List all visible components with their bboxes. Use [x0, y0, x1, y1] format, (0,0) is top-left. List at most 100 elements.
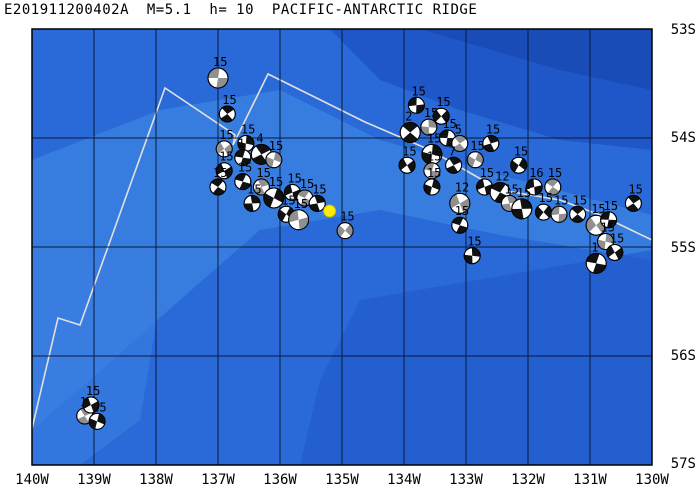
focal-mechanism-beachball: 15: [234, 161, 252, 191]
beachball-rim: [263, 187, 285, 209]
beachball-rim: [423, 178, 441, 196]
beachball-label: 15: [340, 210, 354, 224]
focal-mechanism-beachball: 15: [308, 182, 327, 212]
focal-mechanism-beachball: 15: [407, 84, 426, 114]
focal-mechanism-beachball: 1: [585, 240, 607, 274]
lat-label-54s: 54S: [670, 130, 696, 146]
beachball-label: 1: [591, 240, 598, 254]
beachball-label: 15: [504, 182, 518, 196]
focal-mechanism-beachball: 15: [277, 193, 296, 223]
beachball-compressional-quadrant: [216, 78, 228, 89]
beachball-label: 15: [294, 197, 308, 211]
beachball-rim: [606, 243, 624, 261]
beachball-compressional-quadrant: [534, 185, 543, 196]
beachball-compressional-quadrant: [518, 158, 527, 171]
beachball-compressional-quadrant: [278, 209, 287, 222]
beachball-label: 15: [287, 172, 301, 186]
beachball-compressional-quadrant: [429, 170, 440, 179]
beachball-rim: [407, 96, 425, 114]
beachball-compressional-quadrant: [208, 68, 220, 79]
beachball-label: 15: [219, 128, 233, 142]
beachball-rim: [209, 178, 227, 196]
beachball-compressional-quadrant: [558, 213, 567, 223]
beachball-label: 15: [256, 166, 270, 180]
focal-mechanism-beachball: 15: [585, 202, 607, 236]
beachball-compressional-quadrant: [345, 224, 354, 237]
beachball-compressional-quadrant: [407, 160, 416, 173]
beachball-label: 15: [247, 182, 261, 196]
beachball-label: 15: [486, 122, 500, 136]
beachball-label: 1: [238, 137, 245, 151]
beachball-label: 15: [470, 139, 484, 153]
lon-label-136w: 136W: [263, 472, 297, 488]
beachball-compressional-quadrant: [244, 203, 254, 212]
beachball-rim: [336, 222, 354, 240]
beachball-label: 15: [222, 93, 236, 107]
event-depth: h= 10: [209, 2, 255, 18]
beachball-label: 15: [601, 221, 615, 235]
beachball-rim: [399, 122, 421, 144]
beachball-compressional-quadrant: [628, 195, 641, 204]
focal-mechanism-beachball: 15: [215, 150, 234, 180]
beachball-label: 15: [604, 199, 618, 213]
beachball-rim: [215, 162, 233, 180]
beachball-compressional-quadrant: [520, 198, 532, 209]
event-id: E201911200402A: [4, 2, 130, 18]
beachball-compressional-quadrant: [543, 205, 552, 218]
beachball-label: 5: [455, 122, 462, 136]
beachball-compressional-quadrant: [252, 154, 268, 165]
beachball-compressional-quadrant: [446, 165, 459, 174]
beachball-compressional-quadrant: [571, 214, 584, 223]
focal-mechanism-beachball: 15: [423, 166, 441, 196]
beachball-rim: [451, 134, 469, 152]
beachball-compressional-quadrant: [449, 157, 461, 166]
beachball-compressional-quadrant: [221, 106, 234, 115]
beachball-rim: [420, 118, 438, 136]
beachball-compressional-quadrant: [454, 135, 467, 144]
beachball-compressional-quadrant: [605, 233, 614, 244]
focal-mechanism-beachball: 15: [600, 199, 618, 229]
beachball-compressional-quadrant: [255, 144, 271, 155]
beachball-rim: [544, 178, 562, 196]
beachball-compressional-quadrant: [250, 195, 261, 204]
lat-label-53s: 53S: [670, 22, 696, 38]
beachball-compressional-quadrant: [431, 144, 442, 157]
focal-mechanism-beachball: 15: [511, 186, 533, 220]
beachball-compressional-quadrant: [211, 179, 224, 188]
beachball-label: 12: [455, 180, 469, 194]
focal-mechanism-beachball: 15: [510, 144, 528, 174]
map-title: E201911200402A M=5.1 h= 10 PACIFIC-ANTAR…: [4, 2, 477, 18]
focal-mechanism-beachball: 15: [209, 166, 227, 196]
focal-mechanism-beachball: 16: [525, 166, 544, 196]
beachball-label: 15: [436, 95, 450, 109]
beachball-rim: [243, 194, 261, 212]
focal-mechanism-beachball: 15: [218, 93, 237, 123]
beachball-compressional-quadrant: [571, 206, 584, 215]
beachball-compressional-quadrant: [399, 158, 408, 171]
beachball-label: 15: [241, 122, 255, 136]
beachball-compressional-quadrant: [511, 208, 524, 219]
beachball-compressional-quadrant: [535, 206, 544, 219]
beachball-label: 16: [529, 166, 543, 180]
beachball-compressional-quadrant: [245, 135, 254, 146]
map-border: [31, 28, 653, 466]
lon-label-133w: 133W: [449, 472, 483, 488]
beachball-label: 15: [213, 55, 227, 69]
focal-mechanism-beachball: 15: [263, 175, 285, 209]
beachball-compressional-quadrant: [626, 203, 639, 212]
focal-mechanism-beachball: 15: [624, 182, 643, 212]
focal-mechanism-beachball: 15: [215, 128, 234, 158]
beachball-rim: [215, 140, 233, 158]
beachball-label: 15: [610, 231, 624, 245]
beachball-label: 15: [554, 193, 568, 207]
focal-mechanism-beachball: 15: [82, 384, 100, 414]
beachball-rim: [482, 134, 500, 152]
beachball-compressional-quadrant: [263, 193, 274, 208]
beachball-rim: [308, 194, 326, 212]
lon-label-132w: 132W: [511, 472, 545, 488]
beachball-rim: [585, 252, 607, 274]
focal-mechanism-beachball: 12: [449, 180, 471, 214]
beachball-compressional-quadrant: [337, 224, 346, 238]
beachball-label: 15: [219, 150, 233, 164]
focal-mechanism-beachball: 15: [288, 197, 310, 231]
